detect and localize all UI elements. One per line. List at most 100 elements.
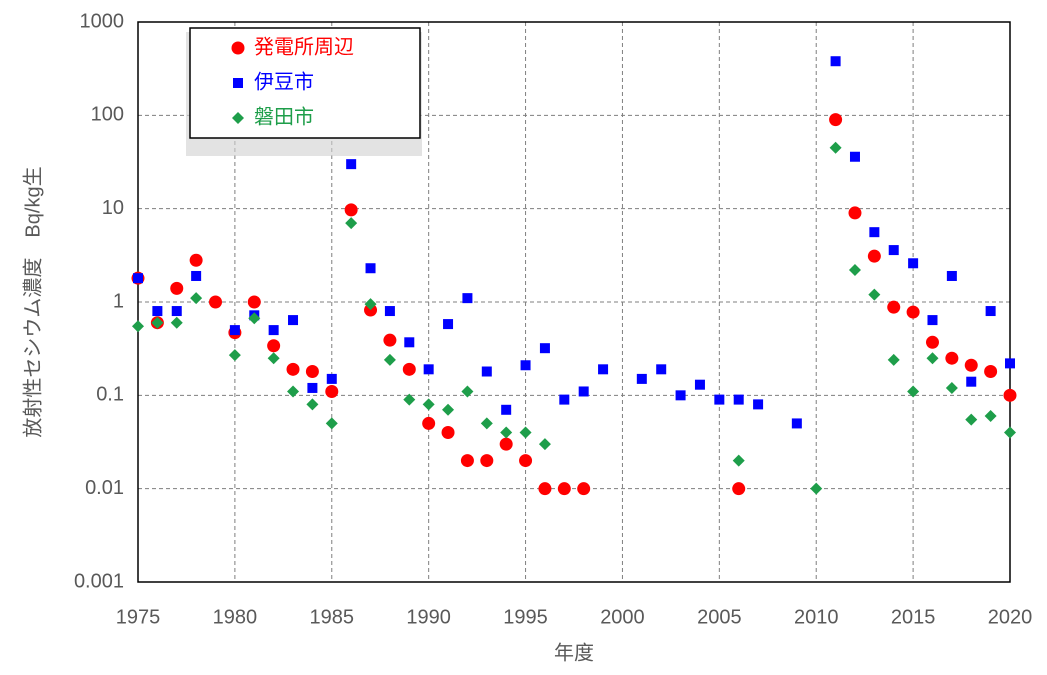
x-tick-label: 2010 — [794, 606, 839, 628]
marker — [267, 339, 281, 353]
marker — [945, 351, 959, 365]
marker — [848, 206, 862, 220]
marker — [578, 386, 589, 397]
marker — [830, 56, 841, 67]
marker — [539, 343, 550, 354]
marker — [964, 358, 978, 372]
marker — [868, 288, 881, 301]
marker — [423, 364, 434, 375]
marker — [869, 227, 880, 238]
marker — [829, 113, 843, 127]
marker — [267, 352, 280, 365]
legend-label: 磐田市 — [254, 105, 314, 128]
marker — [170, 316, 183, 329]
marker — [325, 384, 339, 398]
y-tick-label: 0.1 — [96, 384, 124, 406]
marker — [733, 394, 744, 405]
marker — [326, 373, 337, 384]
marker — [403, 393, 416, 406]
marker — [925, 335, 939, 349]
marker — [229, 325, 240, 336]
marker — [1003, 388, 1017, 402]
marker — [209, 295, 223, 309]
marker — [288, 315, 299, 326]
marker — [829, 141, 842, 154]
marker — [867, 249, 881, 263]
y-tick-label: 0.01 — [85, 477, 124, 499]
marker — [810, 482, 823, 495]
marker — [519, 426, 532, 439]
marker — [538, 438, 551, 451]
y-tick-label: 1 — [113, 290, 124, 312]
marker — [636, 373, 647, 384]
marker — [1004, 426, 1016, 439]
marker — [984, 410, 997, 423]
y-tick-label: 1000 — [80, 10, 125, 32]
x-tick-label: 1985 — [310, 606, 355, 628]
x-tick-label: 2015 — [891, 606, 936, 628]
marker — [287, 385, 300, 398]
marker — [231, 41, 245, 55]
marker — [305, 365, 319, 379]
y-tick-label: 10 — [102, 197, 124, 219]
marker — [694, 379, 705, 390]
x-tick-label: 1990 — [406, 606, 451, 628]
marker — [132, 320, 144, 333]
marker — [365, 263, 376, 274]
marker — [384, 306, 395, 317]
marker — [888, 245, 899, 256]
y-tick-label: 0.001 — [74, 570, 124, 592]
marker — [228, 349, 241, 362]
marker — [422, 398, 435, 411]
marker — [501, 404, 512, 415]
marker — [306, 398, 319, 411]
marker — [675, 390, 686, 401]
marker — [577, 482, 591, 496]
marker — [171, 306, 182, 317]
marker — [926, 352, 939, 365]
marker — [422, 416, 436, 430]
marker — [500, 426, 513, 439]
marker — [849, 151, 860, 162]
marker — [404, 337, 415, 348]
y-tick-label: 100 — [91, 104, 124, 126]
marker — [656, 364, 667, 375]
marker — [538, 482, 552, 496]
marker — [887, 300, 901, 314]
marker — [732, 482, 746, 496]
y-axis-label: 放射性セシウム濃度 Bq/kg生 — [21, 166, 44, 437]
marker — [598, 364, 609, 375]
marker — [346, 159, 357, 170]
marker — [461, 385, 474, 398]
marker — [248, 312, 261, 325]
marker — [848, 264, 861, 277]
marker — [908, 258, 919, 269]
x-tick-label: 2020 — [988, 606, 1033, 628]
marker — [559, 394, 570, 405]
marker — [443, 319, 454, 330]
marker — [383, 333, 397, 347]
marker — [344, 203, 358, 217]
marker — [791, 418, 802, 429]
marker — [1005, 358, 1015, 369]
marker — [152, 306, 163, 317]
x-tick-label: 2000 — [600, 606, 645, 628]
marker — [499, 437, 513, 451]
marker — [946, 270, 957, 281]
marker — [325, 417, 338, 430]
marker — [753, 399, 764, 410]
legend-label: 伊豆市 — [254, 70, 314, 93]
marker — [481, 366, 492, 377]
marker — [247, 295, 261, 309]
marker — [966, 376, 977, 387]
marker — [286, 362, 300, 376]
x-axis-label: 年度 — [554, 641, 594, 664]
marker — [151, 316, 164, 329]
marker — [170, 281, 184, 295]
marker — [268, 325, 279, 336]
x-tick-label: 1975 — [116, 606, 161, 628]
marker — [984, 365, 998, 379]
marker — [714, 394, 725, 405]
marker — [965, 413, 978, 426]
